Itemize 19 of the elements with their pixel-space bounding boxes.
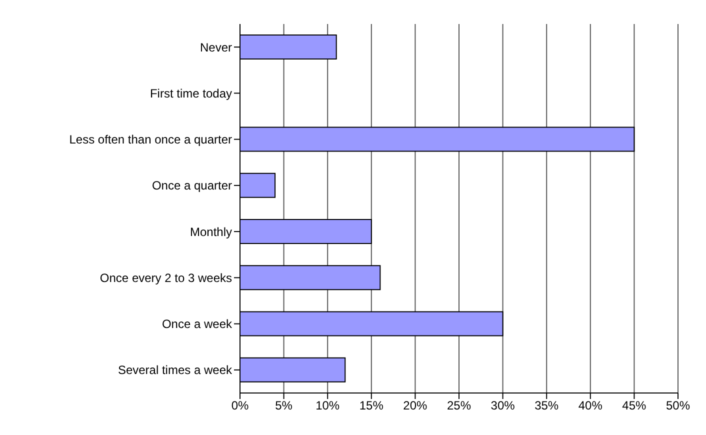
x-tick-label: 15%	[359, 398, 384, 413]
x-tick-label: 0%	[231, 398, 249, 413]
x-tick-label: 50%	[666, 398, 690, 413]
y-tick-label: Once a quarter	[152, 178, 232, 193]
y-tick-label: Less often than once a quarter	[69, 132, 232, 147]
x-tick-label: 30%	[490, 398, 516, 413]
y-tick-label: Several times a week	[118, 363, 233, 378]
x-tick-label: 45%	[622, 398, 647, 413]
x-tick-label: 10%	[316, 398, 340, 413]
y-tick-label: Monthly	[190, 224, 232, 239]
y-tick-label: Never	[200, 40, 232, 54]
x-tick-label: 35%	[534, 398, 559, 413]
x-tick-label: 20%	[403, 398, 428, 413]
y-tick-label: Once a week	[162, 317, 233, 332]
x-tick-label: 25%	[446, 398, 472, 413]
x-tick-label: 5%	[275, 398, 293, 413]
y-tick-label: First time today	[150, 86, 232, 100]
x-tick-label: 40%	[578, 398, 603, 413]
y-tick-label: Once every 2 to 3 weeks	[100, 270, 232, 285]
